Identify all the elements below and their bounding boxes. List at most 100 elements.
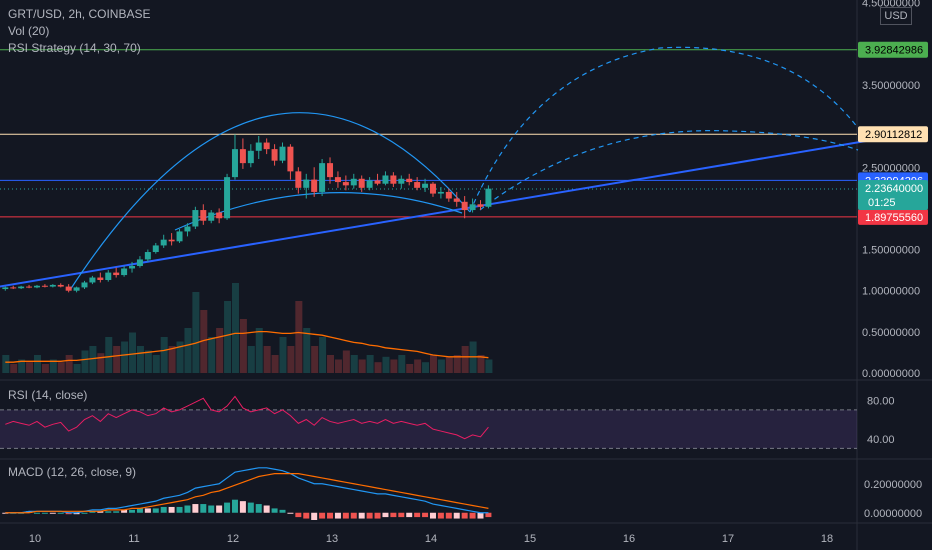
- level-tag: [858, 126, 928, 143]
- volume-bar: [374, 362, 382, 373]
- candle-body: [319, 163, 326, 192]
- candle-body: [382, 175, 389, 184]
- macd-histogram-bar: [121, 509, 128, 513]
- candle-body: [437, 191, 444, 194]
- candle-body: [33, 285, 40, 288]
- candle-body: [89, 277, 96, 283]
- volume-bar: [168, 346, 176, 373]
- macd-histogram-bar: [429, 512, 436, 519]
- macd-histogram-bar: [33, 512, 40, 514]
- volume-bar: [477, 355, 485, 373]
- candle-body: [81, 282, 88, 288]
- macd-histogram-bar: [192, 504, 199, 513]
- macd-histogram-bar: [287, 512, 294, 514]
- volume-bar: [81, 350, 89, 373]
- candle-body: [311, 179, 318, 192]
- candle-body: [239, 149, 246, 164]
- volume-bar: [287, 346, 295, 373]
- volume-bar: [437, 359, 445, 373]
- price-scale-label: 0.50000000: [862, 327, 920, 339]
- macd-histogram-bar: [41, 512, 48, 514]
- candle-body: [422, 183, 429, 188]
- volume-bar: [406, 364, 414, 373]
- candle-body: [390, 175, 397, 184]
- volume-ma-line: [5, 330, 489, 363]
- volume-bar: [136, 346, 144, 373]
- macd-signal-line: [5, 473, 489, 514]
- macd-histogram-bar: [271, 508, 278, 513]
- last-price-label: 2.23640000: [865, 183, 923, 195]
- candle-body: [485, 188, 492, 207]
- macd-histogram-bar: [224, 502, 231, 513]
- volume-bar: [390, 359, 398, 373]
- candle-body: [184, 226, 191, 232]
- candle-body: [279, 146, 286, 161]
- macd-histogram-bar: [477, 512, 484, 519]
- symbol-legend[interactable]: GRT/USD, 2h, COINBASE: [8, 7, 151, 21]
- volume-bar: [263, 346, 271, 373]
- candle-body: [65, 286, 72, 291]
- candle-body: [121, 268, 128, 276]
- volume-bar: [10, 364, 18, 373]
- candle-body: [350, 178, 357, 186]
- candle-body: [18, 286, 25, 289]
- trend-line: [0, 139, 867, 288]
- volume-bar: [41, 364, 49, 373]
- level-tag-label: 2.90112812: [865, 129, 922, 141]
- volume-bar: [121, 341, 129, 373]
- macd-histogram-bar: [129, 509, 136, 513]
- macd-histogram-bar: [437, 512, 444, 519]
- x-axis-label: 17: [722, 533, 734, 545]
- candle-body: [224, 177, 231, 219]
- macd-histogram-bar: [453, 512, 460, 519]
- macd-histogram-bar: [461, 512, 468, 519]
- candle-body: [26, 286, 33, 288]
- candle-body: [41, 285, 48, 287]
- candle-body: [168, 239, 175, 242]
- volume-bar: [414, 359, 422, 373]
- volume-bar: [271, 355, 279, 373]
- countdown-label: 01:25: [868, 197, 896, 209]
- x-axis-label: 12: [227, 533, 239, 545]
- volume-bar: [334, 359, 342, 373]
- strategy-legend[interactable]: RSI Strategy (14, 30, 70): [8, 41, 141, 55]
- candle-body: [327, 163, 334, 178]
- candle-body: [247, 150, 254, 164]
- macd-histogram-bar: [263, 505, 270, 513]
- volume-bar: [327, 355, 335, 373]
- macd-histogram-bar: [366, 512, 373, 519]
- macd-histogram-bar: [422, 512, 429, 518]
- volume-legend[interactable]: Vol (20): [8, 24, 50, 38]
- rsi-legend[interactable]: RSI (14, close): [8, 388, 88, 402]
- macd-histogram-bar: [65, 512, 72, 515]
- price-scale-label: 2.50000000: [862, 162, 920, 174]
- currency-label[interactable]: USD: [880, 7, 912, 25]
- candle-body: [414, 182, 421, 188]
- price-scale-label: 0.00000000: [862, 368, 920, 380]
- macd-histogram-bar: [57, 512, 64, 514]
- cup-arc: [69, 112, 471, 291]
- candle-body: [49, 284, 56, 287]
- volume-bar: [461, 346, 469, 373]
- candle-body: [445, 191, 452, 199]
- volume-bar: [239, 319, 247, 373]
- candle-body: [73, 287, 80, 291]
- rsi-band: [0, 409, 857, 449]
- candle-body: [429, 183, 436, 194]
- macd-histogram-bar: [113, 511, 120, 513]
- price-scale-label: 1.50000000: [862, 245, 920, 257]
- volume-bar: [429, 355, 437, 373]
- volume-bar: [342, 350, 350, 373]
- volume-bar: [311, 346, 319, 373]
- volume-bar: [97, 353, 105, 373]
- volume-bar: [295, 301, 303, 373]
- projected-arc-upper: [469, 46, 859, 213]
- main-legend: GRT/USD, 2h, COINBASE Vol (20) RSI Strat…: [8, 6, 150, 57]
- candle-body: [152, 245, 159, 253]
- macd-histogram-bar: [406, 512, 413, 518]
- candle-body: [342, 182, 349, 186]
- candle-body: [113, 272, 120, 276]
- volume-bar: [366, 355, 374, 373]
- macd-legend[interactable]: MACD (12, 26, close, 9): [8, 465, 137, 479]
